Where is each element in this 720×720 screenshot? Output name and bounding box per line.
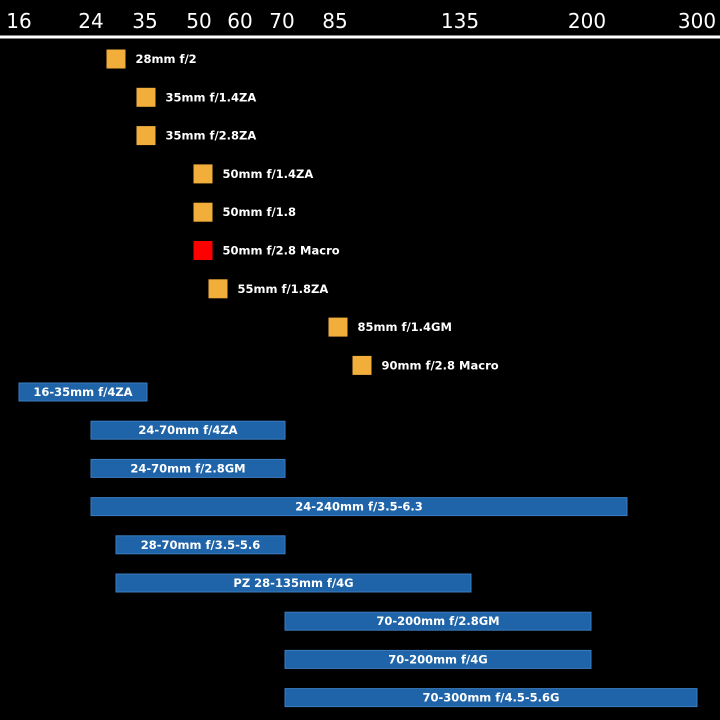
zoom-lens-label: 24-70mm f/4ZA	[138, 423, 237, 437]
zoom-lens-label: 16-35mm f/4ZA	[33, 385, 132, 399]
prime-lens-label: 50mm f/1.8	[223, 205, 297, 219]
axis-tick-label: 70	[269, 9, 294, 33]
prime-lens-label: 35mm f/1.4ZA	[166, 90, 257, 104]
prime-lens-marker	[193, 241, 213, 260]
zoom-lens-label: 70-200mm f/2.8GM	[376, 614, 499, 628]
prime-lens-label: 90mm f/2.8 Macro	[382, 358, 499, 372]
axis-tick-label: 60	[227, 9, 252, 33]
prime-lenses: 28mm f/2 35mm f/1.4ZA 35mm f/2.8ZA 50mm f/1…	[106, 49, 499, 375]
axis-tick-label: 16	[6, 9, 31, 33]
zoom-lens-bar	[90, 458, 286, 478]
prime-lens-marker	[328, 317, 348, 337]
prime-lens-marker	[352, 355, 372, 375]
axis-tick-label: 85	[322, 9, 347, 33]
prime-lens-marker	[208, 279, 228, 299]
zoom-lenses: 16-35mm f/4ZA 24-70mm f/4ZA 24-70mm f/2.8G…	[18, 382, 698, 708]
prime-lens-label: 35mm f/2.8ZA	[166, 129, 257, 143]
axis-tick-label: 24	[78, 9, 103, 33]
axis-tick-label: 300	[678, 9, 716, 33]
zoom-lens-bar	[115, 535, 286, 555]
zoom-lens-label: 70-300mm f/4.5-5.6G	[423, 691, 560, 705]
zoom-lens-bar	[284, 688, 698, 708]
zoom-lens-label: 70-200mm f/4G	[388, 652, 487, 666]
zoom-lens-bar	[115, 573, 472, 593]
zoom-lens-bar	[284, 611, 592, 631]
axis-tick-label: 135	[441, 9, 479, 33]
prime-lens-label: 28mm f/2	[136, 52, 197, 66]
prime-lens-label: 50mm f/1.4ZA	[223, 167, 314, 181]
axis-tick-label: 50	[186, 9, 211, 33]
zoom-lens-bar	[18, 382, 148, 402]
axis-tick-label: 35	[132, 9, 157, 33]
focal-length-axis: 16 24 35 50 60 70 85 135 200 300	[0, 9, 720, 39]
prime-lens-marker	[193, 202, 213, 222]
prime-lens-marker	[193, 164, 213, 184]
prime-lens-label: 55mm f/1.8ZA	[238, 282, 329, 296]
zoom-lens-bar	[284, 649, 592, 669]
prime-lens-label: 50mm f/2.8 Macro	[223, 244, 340, 258]
zoom-lens-label: 24-240mm f/3.5-6.3	[295, 500, 422, 514]
prime-lens-marker	[136, 126, 156, 146]
prime-lens-marker	[106, 49, 126, 69]
zoom-lens-bar	[90, 420, 286, 440]
zoom-lens-label: 24-70mm f/2.8GM	[130, 461, 245, 475]
zoom-lens-label: 28-70mm f/3.5-5.6	[141, 538, 260, 552]
prime-lens-marker	[136, 87, 156, 107]
prime-lens-label: 85mm f/1.4GM	[358, 320, 452, 334]
zoom-lens-label: PZ 28-135mm f/4G	[233, 576, 353, 590]
axis-tick-label: 200	[568, 9, 606, 33]
zoom-lens-bar	[90, 497, 628, 517]
